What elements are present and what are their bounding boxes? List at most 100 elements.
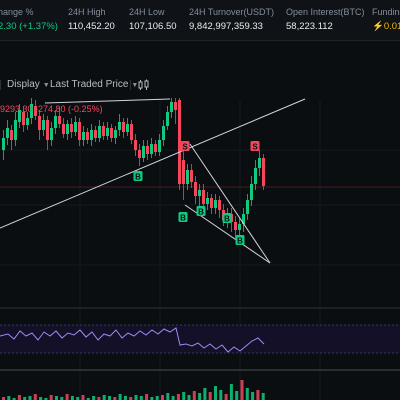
candle <box>138 144 141 166</box>
candle <box>158 134 161 156</box>
candle <box>98 120 101 142</box>
volume-bar <box>60 397 64 400</box>
candle <box>154 140 157 156</box>
stat-24h-turnover-label: 24H Turnover(USDT) <box>189 7 275 17</box>
volume-bar <box>198 393 202 400</box>
price-type-dropdown[interactable]: Last Traded Price ▼ <box>50 79 138 90</box>
indicator-button[interactable] <box>137 79 151 94</box>
stat-24h-turnover-value: 9,842,997,359.33 <box>189 21 263 32</box>
chart-grid <box>0 100 400 400</box>
candle <box>82 126 85 146</box>
candle <box>190 164 193 188</box>
candle <box>110 124 113 142</box>
stat-change-label: hange % <box>0 7 34 17</box>
candle <box>178 98 181 190</box>
volume-bar <box>192 391 196 400</box>
stat-open-interest-label: Open Interest(BTC) <box>286 7 365 17</box>
candle <box>218 196 221 218</box>
buy-marker[interactable]: B <box>178 212 188 223</box>
volume-bar <box>208 392 212 400</box>
buy-marker[interactable]: B <box>133 171 143 182</box>
volume-bar <box>171 396 175 400</box>
volume-bar <box>240 380 244 400</box>
candle <box>46 116 49 150</box>
candle <box>194 176 197 204</box>
buy-marker-label: B <box>237 237 243 246</box>
trade-markers: B S B B B B S <box>133 141 260 246</box>
candle <box>106 122 109 140</box>
volume-bar <box>150 397 154 400</box>
stat-24h-high-label: 24H High <box>68 7 106 17</box>
stat-open-interest: Open Interest(BTC) 58,223.112 <box>286 7 365 34</box>
chevron-down-icon: ▼ <box>42 82 50 89</box>
sell-marker[interactable]: S <box>180 141 190 152</box>
stat-24h-high-value: 110,452.20 <box>68 21 115 32</box>
volume-bar <box>23 397 27 400</box>
toolbar-divider <box>0 80 1 90</box>
volume-bar <box>203 388 207 400</box>
candle <box>6 120 9 145</box>
volume-bar <box>33 394 37 400</box>
volume-bar <box>2 397 5 400</box>
candle <box>258 150 261 176</box>
volume-bar <box>44 398 48 400</box>
candle <box>66 120 69 140</box>
candle <box>114 126 117 144</box>
chart-toolbar: Display ▼ Last Traded Price ▼ <box>0 70 400 98</box>
candle <box>18 104 21 128</box>
volume-bar <box>145 394 149 400</box>
buy-marker[interactable]: B <box>196 206 206 217</box>
oscillator-band <box>0 325 400 353</box>
candle <box>78 118 81 146</box>
buy-marker-label: B <box>224 215 230 224</box>
volume-bar <box>7 396 11 400</box>
volume-bar <box>214 386 217 400</box>
volume-bar <box>28 396 32 400</box>
candle <box>250 176 253 206</box>
buy-marker[interactable]: B <box>222 213 232 224</box>
buy-marker-label: B <box>180 214 186 223</box>
volume-bar <box>187 395 191 400</box>
oscillator-pane <box>0 324 400 354</box>
volume-bar <box>245 388 249 400</box>
buy-marker-label: B <box>198 208 204 217</box>
candle <box>10 125 13 150</box>
volume-bar <box>49 395 53 400</box>
stat-24h-low-label: 24H Low <box>129 7 165 17</box>
volume-bar <box>134 395 138 400</box>
volume-bar <box>256 390 260 400</box>
display-dropdown-label: Display <box>7 79 40 90</box>
stat-funding-label: Funding <box>372 7 400 17</box>
price-legend: 9293.30 -274.80 (-0.25%) <box>0 104 103 114</box>
stat-24h-low-value: 107,106.50 <box>129 21 177 32</box>
candle <box>122 118 125 138</box>
trend-line-upper <box>44 98 171 104</box>
volume-bar <box>86 398 90 400</box>
volume-bar <box>219 390 223 400</box>
candle <box>150 138 153 158</box>
volume-bar <box>182 392 186 400</box>
candle <box>70 118 73 138</box>
trend-lines <box>0 98 306 264</box>
buy-marker[interactable]: B <box>235 235 245 246</box>
stat-24h-low: 24H Low 107,106.50 <box>129 7 177 34</box>
volume-bars <box>2 380 265 400</box>
oscillator-line <box>0 327 265 353</box>
volume-bar <box>65 394 69 400</box>
stat-change-value: 2.30 (+1.37%) <box>0 21 58 32</box>
volume-bar <box>92 396 96 400</box>
volume-bar <box>229 384 233 400</box>
volume-bar <box>166 393 170 400</box>
candle <box>162 120 165 146</box>
sell-marker[interactable]: S <box>250 141 260 152</box>
candle <box>246 194 249 220</box>
volume-bar <box>261 393 265 400</box>
candle <box>210 194 213 214</box>
volume-bar <box>129 397 133 400</box>
candle <box>242 208 245 232</box>
candle <box>90 124 93 146</box>
sell-marker-label: S <box>182 143 188 152</box>
display-dropdown[interactable]: Display ▼ <box>7 79 50 90</box>
candle <box>22 106 25 132</box>
